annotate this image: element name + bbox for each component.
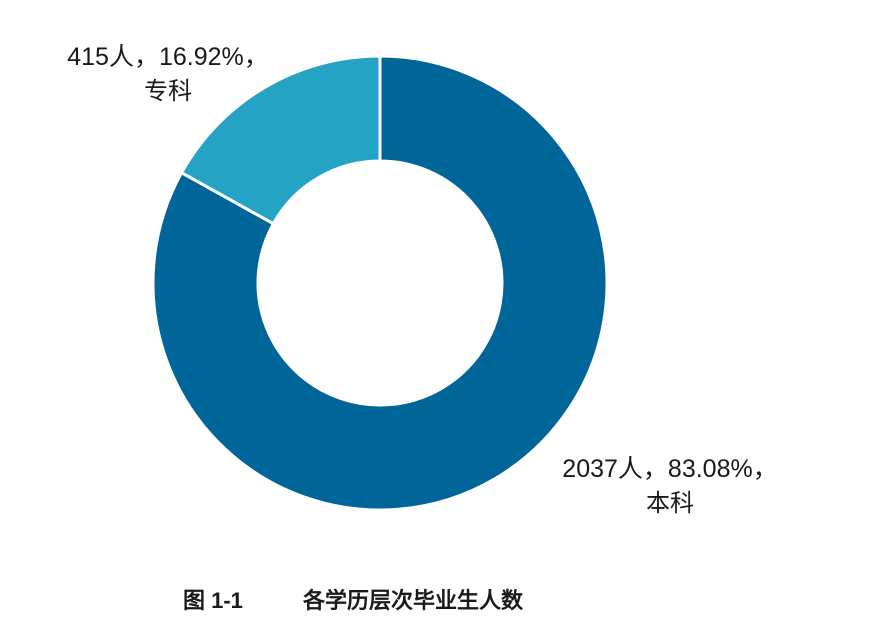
donut-slice-0 — [151, 54, 609, 512]
data-label-undergraduate: 2037人，83.08%， 本科 — [555, 452, 785, 520]
figure-title: 各学历层次毕业生人数 — [303, 588, 524, 613]
data-label-junior-college: 415人，16.92%， 专科 — [58, 40, 278, 108]
figure-caption: 图 1-1 各学历层次毕业生人数 — [183, 583, 523, 615]
data-label-category: 专科 — [144, 77, 192, 105]
donut-slice-1 — [179, 54, 382, 226]
figure-number: 图 1-1 — [183, 588, 243, 613]
donut-chart — [151, 54, 609, 512]
data-label-value: 2037人，83.08%， — [562, 455, 778, 483]
data-label-category: 本科 — [646, 489, 694, 517]
data-label-value: 415人，16.92%， — [67, 43, 269, 71]
